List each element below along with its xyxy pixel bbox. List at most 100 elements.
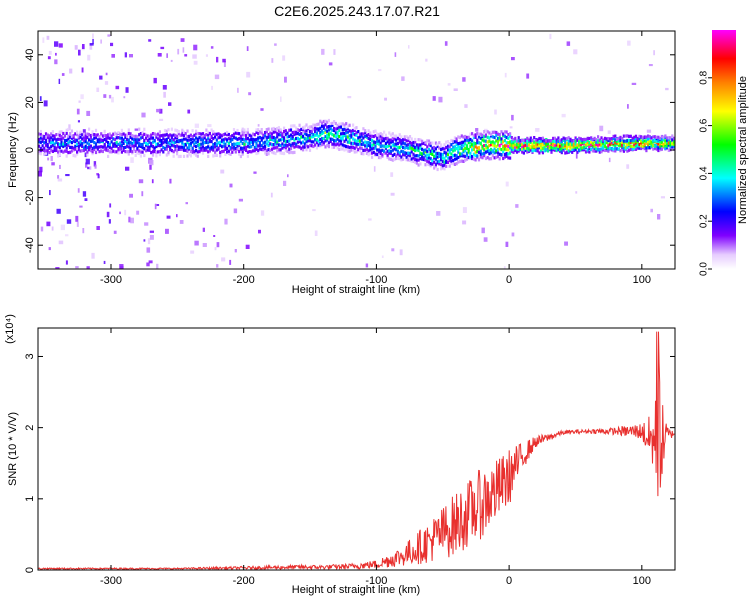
spectrogram-ridge-cell: [94, 133, 98, 137]
spectrogram-ridge-cell: [88, 138, 91, 142]
spectrogram-ridge-cell: [241, 141, 244, 145]
spectrogram-ridge-cell: [320, 137, 324, 141]
spectrogram-ridge-cell: [143, 138, 146, 142]
spectrogram-y-label: Frequency (Hz): [7, 112, 19, 188]
spectrogram-ridge-cell: [365, 134, 368, 138]
spectrogram-noise-cell: [84, 152, 87, 158]
spectrogram-ridge-cell: [448, 164, 451, 168]
spectrogram-ridge-cell: [319, 130, 322, 134]
spectrogram-ridge-cell: [472, 147, 475, 151]
spectrogram-ridge-cell: [88, 142, 91, 146]
spectrogram-ridge-cell: [647, 137, 650, 141]
spectrogram-ridge-cell: [450, 159, 453, 163]
spectrogram-ridge-cell: [597, 148, 600, 152]
spectrogram-ridge-cell: [174, 128, 177, 132]
spectrogram-ridge-cell: [281, 134, 284, 138]
spectrogram-noise-cell: [77, 120, 80, 123]
spectrogram-ridge-cell: [465, 153, 469, 157]
spectrogram-ridge-cell: [479, 132, 482, 136]
spectrogram-ridge-cell: [462, 159, 465, 163]
spectrogram-ridge-cell: [217, 146, 220, 150]
spectrogram-noise-cell: [608, 157, 611, 163]
spectrogram-ridge-cell: [86, 135, 89, 140]
spectrogram-ridge-cell: [559, 146, 562, 151]
spectrogram-ridge-cell: [453, 148, 456, 152]
spectrogram-ridge-cell: [384, 141, 387, 146]
spectrogram-noise-cell: [149, 164, 152, 170]
spectrogram-noise-cell: [223, 61, 226, 67]
spectrogram-ridge-cell: [617, 141, 620, 145]
spectrogram-noise-cell: [333, 49, 336, 55]
spectrogram-ridge-cell: [224, 132, 227, 136]
spectrogram-noise-cell: [43, 100, 48, 107]
spectrogram-ridge-cell: [446, 144, 450, 148]
spectrogram-ridge-cell: [576, 143, 579, 147]
spectrogram-ridge-cell: [571, 145, 574, 149]
spectrogram-ridge-cell: [53, 145, 56, 149]
spectrogram-ridge-cell: [169, 145, 172, 150]
spectrogram-ridge-cell: [453, 140, 456, 144]
spectrogram-ridge-cell: [452, 139, 455, 143]
spectrogram-ridge-cell: [265, 130, 268, 134]
spectrogram-ridge-cell: [232, 147, 236, 151]
spectrogram-ridge-cell: [160, 134, 163, 138]
spectrogram-ridge-cell: [308, 143, 312, 148]
spectrogram-ridge-cell: [210, 145, 213, 149]
spectrogram-ridge-cell: [400, 149, 403, 153]
spectrogram-ridge-cell: [388, 141, 391, 145]
spectrogram-ridge-cell: [310, 135, 313, 139]
spectrogram-ridge-cell: [396, 142, 399, 146]
spectrogram-noise-cell: [373, 166, 376, 172]
spectrogram-ridge-cell: [364, 129, 367, 133]
spectrogram-noise-cell: [58, 43, 63, 48]
spectrogram-ridge-cell: [572, 147, 575, 151]
spectrogram-ridge-cell: [141, 135, 144, 139]
spectrogram-ridge-cell: [279, 148, 282, 152]
spectrogram-ridge-cell: [148, 137, 151, 141]
spectrogram-ridge-cell: [605, 148, 608, 152]
spectrogram-ridge-cell: [195, 145, 198, 149]
spectrogram-noise-cell: [216, 242, 220, 248]
spectrogram-ridge-cell: [148, 145, 151, 149]
spectrogram-ridge-cell: [455, 157, 458, 161]
spectrogram-noise-cell: [394, 52, 397, 57]
spectrogram-ridge-cell: [590, 143, 593, 147]
spectrogram-ridge-cell: [541, 151, 544, 155]
spectrogram-noise-cell: [141, 191, 144, 197]
spectrogram-ridge-cell: [496, 137, 500, 141]
spectrogram-ridge-cell: [614, 149, 617, 153]
spectrogram-ridge-cell: [531, 138, 534, 142]
spectrogram-ridge-cell: [617, 143, 620, 147]
spectrogram-ridge-cell: [124, 133, 127, 137]
spectrogram-ridge-cell: [509, 151, 512, 155]
spectrogram-ridge-cell: [607, 137, 610, 141]
spectrogram-noise-cell: [170, 59, 173, 62]
spectrogram-ridge-cell: [595, 149, 598, 153]
spectrogram-ridge-cell: [507, 141, 510, 145]
spectrogram-ridge-cell: [151, 153, 155, 157]
spectrogram-ridge-cell: [578, 143, 581, 147]
spectrogram-ridge-cell: [253, 149, 256, 153]
spectrogram-ridge-cell: [588, 136, 591, 141]
spectrogram-ridge-cell: [597, 143, 600, 147]
spectrogram-ridge-cell: [82, 138, 86, 142]
spectrogram-noise-cell: [627, 104, 629, 109]
spectrogram-ridge-cell: [70, 136, 73, 140]
spectrogram-ridge-cell: [353, 126, 356, 131]
spectrogram-ridge-cell: [60, 137, 63, 141]
spectrogram-ridge-cell: [177, 147, 180, 151]
spectrogram-ridge-cell: [460, 143, 463, 147]
spectrogram-ridge-cell: [236, 144, 239, 148]
spectrogram-ridge-cell: [331, 123, 334, 127]
spectrogram-ridge-cell: [446, 160, 450, 164]
spectrogram-ridge-cell: [550, 141, 553, 145]
spectrogram-ridge-cell: [671, 138, 674, 142]
spectrogram-ridge-cell: [443, 143, 446, 147]
spectrogram-ridge-cell: [303, 137, 306, 141]
spectrogram-ridge-cell: [345, 138, 348, 142]
spectrogram-ridge-cell: [495, 139, 498, 143]
spectrogram-ridge-cell: [327, 132, 330, 136]
spectrogram-noise-cell: [69, 68, 73, 74]
spectrogram-ridge-cell: [448, 142, 451, 146]
spectrogram-ridge-cell: [477, 158, 481, 162]
